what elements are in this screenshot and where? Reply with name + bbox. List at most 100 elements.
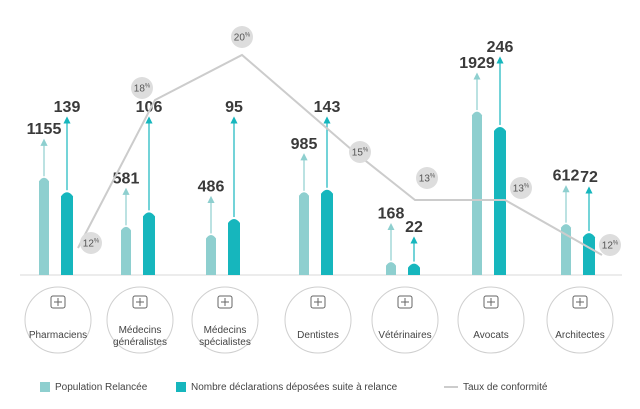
conformity-rate-circle xyxy=(599,234,621,256)
category-circle xyxy=(284,286,352,354)
declarations-value-label: 139 xyxy=(54,99,81,116)
population-bar-group: 581 xyxy=(113,170,140,275)
declarations-bar-group: 22 xyxy=(405,219,423,275)
conformity-rate-circle xyxy=(80,232,102,254)
population-value-label: 581 xyxy=(113,170,140,187)
declarations-value-label: 106 xyxy=(136,99,163,116)
category-label: Médecins xyxy=(204,325,247,336)
medical-kit-icon xyxy=(132,295,148,309)
caduceus-icon xyxy=(50,295,66,309)
declarations-bar-group: 106 xyxy=(136,99,163,275)
category-circle xyxy=(457,286,525,354)
conformity-rate-circle xyxy=(131,77,153,99)
icon-shape xyxy=(483,295,499,309)
category-tile: Pharmaciens xyxy=(24,286,92,354)
population-value-label: 1155 xyxy=(27,121,62,138)
population-bar xyxy=(39,177,49,275)
population-value-label: 168 xyxy=(378,206,405,223)
veterinary-icon xyxy=(397,295,413,309)
declarations-value-label: 143 xyxy=(314,99,341,116)
conformity-rate-label: 20% xyxy=(234,33,251,44)
legend-label: Population Relancée xyxy=(55,382,148,393)
category-label: Vétérinaires xyxy=(378,330,431,341)
population-bar xyxy=(121,226,131,275)
conformity-rate-circle xyxy=(349,141,371,163)
category-label: Pharmaciens xyxy=(29,330,87,341)
declarations-value-label: 246 xyxy=(487,39,514,56)
declarations-bar xyxy=(228,219,240,275)
declarations-bar-group: 72 xyxy=(580,169,598,275)
declarations-value-label: 95 xyxy=(225,99,243,116)
category-circle xyxy=(546,286,614,354)
architect-icon xyxy=(572,295,588,309)
icon-shape xyxy=(397,295,413,309)
declarations-bar-group: 143 xyxy=(314,99,341,275)
category-circle xyxy=(106,286,174,354)
legend-item-conformity: Taux de conformité xyxy=(444,382,548,393)
population-bar xyxy=(386,262,396,275)
conformity-rate-badge: 12% xyxy=(599,234,621,256)
declarations-bar xyxy=(583,233,595,275)
declarations-bar-group: 139 xyxy=(54,99,81,275)
declarations-bar xyxy=(408,263,420,275)
category-circle xyxy=(371,286,439,354)
conformity-rate-label: 12% xyxy=(602,241,619,252)
category-tile: Architectes xyxy=(546,286,614,354)
icon-shape xyxy=(572,295,588,309)
conformity-rate-badge: 13% xyxy=(416,167,438,189)
conformity-rate-badge: 15% xyxy=(349,141,371,163)
conformity-rate-badge: 12% xyxy=(80,232,102,254)
category-tile: Dentistes xyxy=(284,286,352,354)
conformity-rate-label: 13% xyxy=(419,174,436,185)
population-value-label: 985 xyxy=(291,136,318,153)
category-circle xyxy=(191,286,259,354)
legend-swatch xyxy=(176,382,186,392)
icon-shape xyxy=(132,295,148,309)
population-value-label: 486 xyxy=(198,178,225,195)
population-bar-group: 486 xyxy=(198,178,225,275)
legend-group: Population Relancée Nombre déclarations d… xyxy=(40,382,548,393)
conformity-rate-label: 12% xyxy=(83,239,100,250)
population-bar xyxy=(206,234,216,275)
population-bar-group: 612 xyxy=(553,168,580,275)
legend-item-population: Population Relancée xyxy=(40,382,148,393)
category-label: généralistes xyxy=(113,337,167,348)
conformity-rate-circle xyxy=(416,167,438,189)
population-bar-group: 1929 xyxy=(459,55,495,276)
conformity-rate-circle xyxy=(510,177,532,199)
conformity-rate-badge: 13% xyxy=(510,177,532,199)
legend-label: Taux de conformité xyxy=(463,382,548,393)
icon-shape xyxy=(50,295,66,309)
conformity-line-group: 12% 18% 20% 15% 13% 13% 12% xyxy=(77,26,621,256)
conformity-rate-label: 13% xyxy=(513,184,530,195)
doctor-icon xyxy=(217,295,233,309)
legend-label: Nombre déclarations déposées suite à rel… xyxy=(191,382,398,393)
population-bar xyxy=(472,111,482,276)
declarations-value-label: 22 xyxy=(405,219,423,236)
icon-shape xyxy=(310,295,326,309)
declarations-bar xyxy=(61,192,73,275)
declarations-bar-group: 95 xyxy=(225,99,243,275)
conformity-line xyxy=(77,53,603,256)
population-bar xyxy=(299,192,309,275)
conformity-rate-badge: 20% xyxy=(231,26,253,48)
declarations-bar xyxy=(143,212,155,275)
conformity-rate-label: 15% xyxy=(352,148,369,159)
category-label: Dentistes xyxy=(297,330,339,341)
tooth-icon xyxy=(310,295,326,309)
population-value-label: 612 xyxy=(553,168,580,185)
category-circle xyxy=(24,286,92,354)
conformity-rate-label: 18% xyxy=(134,84,151,95)
category-tile: Vétérinaires xyxy=(371,286,439,354)
population-bar-group: 168 xyxy=(378,206,405,275)
category-tile: Avocats xyxy=(457,286,525,354)
lawyer-icon xyxy=(483,295,499,309)
category-label: spécialistes xyxy=(199,337,251,348)
categories-group: Pharmaciens MédecinsgénéralistesMédecinss… xyxy=(24,286,614,354)
legend-swatch xyxy=(40,382,50,392)
declarations-bar-group: 246 xyxy=(487,39,514,275)
